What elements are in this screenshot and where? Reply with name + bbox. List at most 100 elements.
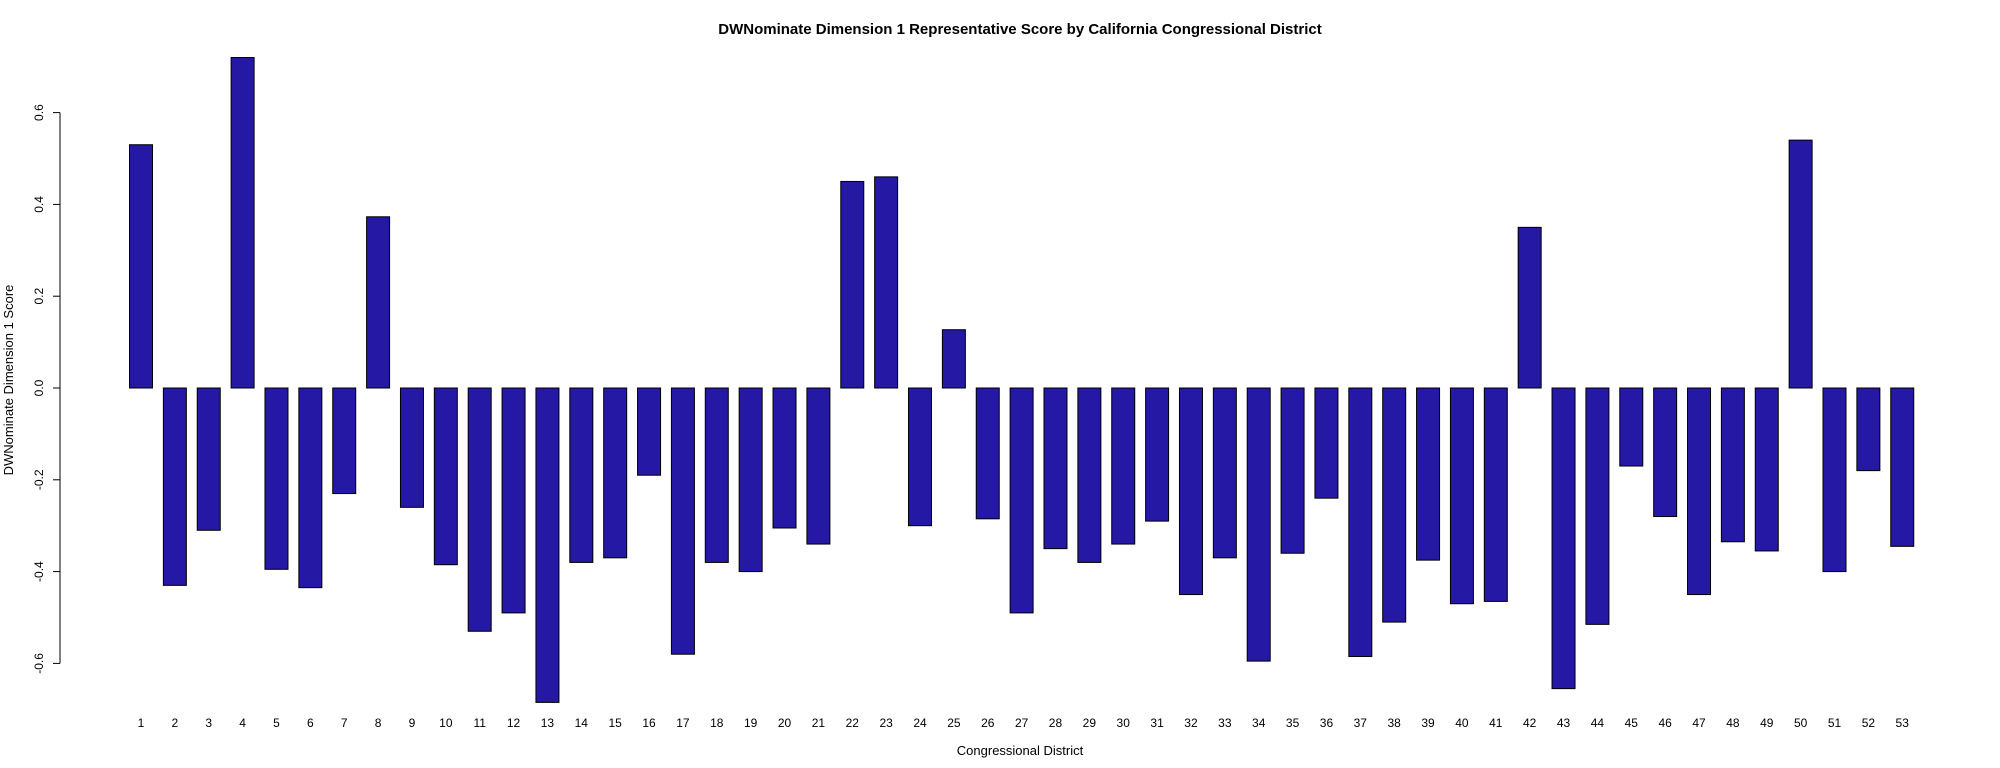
x-tick-label: 52 — [1862, 716, 1876, 730]
bar-district-47 — [1687, 387, 1712, 596]
x-tick-label: 18 — [710, 716, 724, 730]
bar-district-41 — [1483, 387, 1508, 602]
bar-district-3 — [196, 387, 221, 531]
bar-district-5 — [264, 387, 289, 570]
bar-district-28 — [1043, 387, 1068, 550]
bars-group — [129, 57, 1915, 703]
bar-district-35 — [1280, 387, 1305, 554]
x-tick-label: 35 — [1286, 716, 1300, 730]
x-tick-label: 22 — [846, 716, 860, 730]
y-tick-label: 0.0 — [32, 379, 46, 396]
x-tick-label: 53 — [1896, 716, 1910, 730]
x-tick-label: 6 — [307, 716, 314, 730]
bar-district-46 — [1653, 387, 1678, 518]
bar-district-48 — [1720, 387, 1745, 543]
x-tick-label: 50 — [1794, 716, 1808, 730]
x-tick-label: 4 — [239, 716, 246, 730]
bar-district-13 — [535, 387, 560, 703]
x-tick-label: 21 — [812, 716, 826, 730]
x-tick-label: 27 — [1015, 716, 1029, 730]
y-tick-label: -0.6 — [32, 653, 46, 674]
x-tick-label: 5 — [273, 716, 280, 730]
bar-district-10 — [433, 387, 458, 566]
x-tick-label: 43 — [1557, 716, 1571, 730]
x-tick-label: 17 — [676, 716, 690, 730]
bar-district-50 — [1788, 139, 1813, 389]
x-tick-label: 47 — [1692, 716, 1706, 730]
bar-district-18 — [704, 387, 729, 563]
bar-district-52 — [1856, 387, 1881, 472]
x-tick-label: 34 — [1252, 716, 1266, 730]
x-tick-label: 46 — [1658, 716, 1672, 730]
bar-district-53 — [1890, 387, 1915, 547]
x-axis-title: Congressional District — [957, 743, 1084, 758]
y-axis: -0.6 -0.4 -0.2 0.0 0.2 0.4 0.6 — [32, 104, 61, 674]
bar-district-34 — [1246, 387, 1271, 662]
bar-district-16 — [637, 387, 662, 476]
bar-district-42 — [1517, 226, 1542, 389]
x-tick-label: 31 — [1150, 716, 1164, 730]
x-tick-label: 16 — [642, 716, 656, 730]
bar-district-9 — [399, 387, 424, 508]
bar-district-44 — [1585, 387, 1610, 625]
bar-district-26 — [975, 387, 1000, 520]
x-tick-label: 1 — [138, 716, 145, 730]
bar-district-11 — [467, 387, 492, 632]
x-tick-label: 40 — [1455, 716, 1469, 730]
x-tick-label: 48 — [1726, 716, 1740, 730]
x-tick-label: 29 — [1083, 716, 1097, 730]
bar-district-37 — [1348, 387, 1373, 658]
x-tick-label: 26 — [981, 716, 995, 730]
bar-district-36 — [1314, 387, 1339, 499]
x-tick-label: 3 — [205, 716, 212, 730]
x-tick-label: 49 — [1760, 716, 1774, 730]
x-tick-label: 51 — [1828, 716, 1842, 730]
y-tick-label: 0.6 — [32, 104, 46, 121]
x-tick-label: 19 — [744, 716, 758, 730]
x-tick-label: 25 — [947, 716, 961, 730]
x-tick-label: 45 — [1625, 716, 1639, 730]
bar-district-43 — [1551, 387, 1576, 690]
bar-district-12 — [501, 387, 526, 614]
bar-district-7 — [332, 387, 357, 495]
bar-district-15 — [603, 387, 628, 559]
x-tick-label: 28 — [1049, 716, 1063, 730]
x-tick-label: 23 — [879, 716, 893, 730]
y-tick-label: -0.2 — [32, 469, 46, 490]
bar-district-20 — [772, 387, 797, 529]
x-tick-label: 37 — [1354, 716, 1368, 730]
bar-district-30 — [1111, 387, 1136, 545]
x-tick-label: 33 — [1218, 716, 1232, 730]
x-tick-label: 11 — [473, 716, 486, 730]
bar-district-4 — [230, 57, 255, 389]
bar-district-8 — [366, 216, 391, 389]
bar-district-24 — [908, 387, 933, 527]
x-tick-label: 13 — [541, 716, 555, 730]
x-tick-label: 42 — [1523, 716, 1537, 730]
bar-district-45 — [1619, 387, 1644, 467]
bar-district-49 — [1754, 387, 1779, 552]
y-tick-label: 0.2 — [32, 288, 46, 305]
x-tick-label: 8 — [375, 716, 382, 730]
x-tick-label: 7 — [341, 716, 348, 730]
bar-district-19 — [738, 387, 763, 573]
bar-district-27 — [1009, 387, 1034, 614]
bar-district-51 — [1822, 387, 1847, 573]
bar-district-22 — [840, 180, 865, 389]
x-tick-label: 9 — [409, 716, 416, 730]
bar-district-32 — [1178, 387, 1203, 596]
x-tick-label: 24 — [913, 716, 927, 730]
bar-district-40 — [1449, 387, 1474, 605]
bar-district-21 — [806, 387, 831, 545]
x-tick-label: 15 — [609, 716, 623, 730]
x-tick-label: 36 — [1320, 716, 1334, 730]
bar-district-33 — [1212, 387, 1237, 559]
x-tick-label: 41 — [1489, 716, 1503, 730]
x-tick-label: 39 — [1421, 716, 1435, 730]
y-axis-title: DWNominate Dimension 1 Score — [1, 285, 16, 476]
bar-district-14 — [569, 387, 594, 563]
x-tick-label: 10 — [439, 716, 453, 730]
chart-title: DWNominate Dimension 1 Representative Sc… — [718, 21, 1321, 38]
